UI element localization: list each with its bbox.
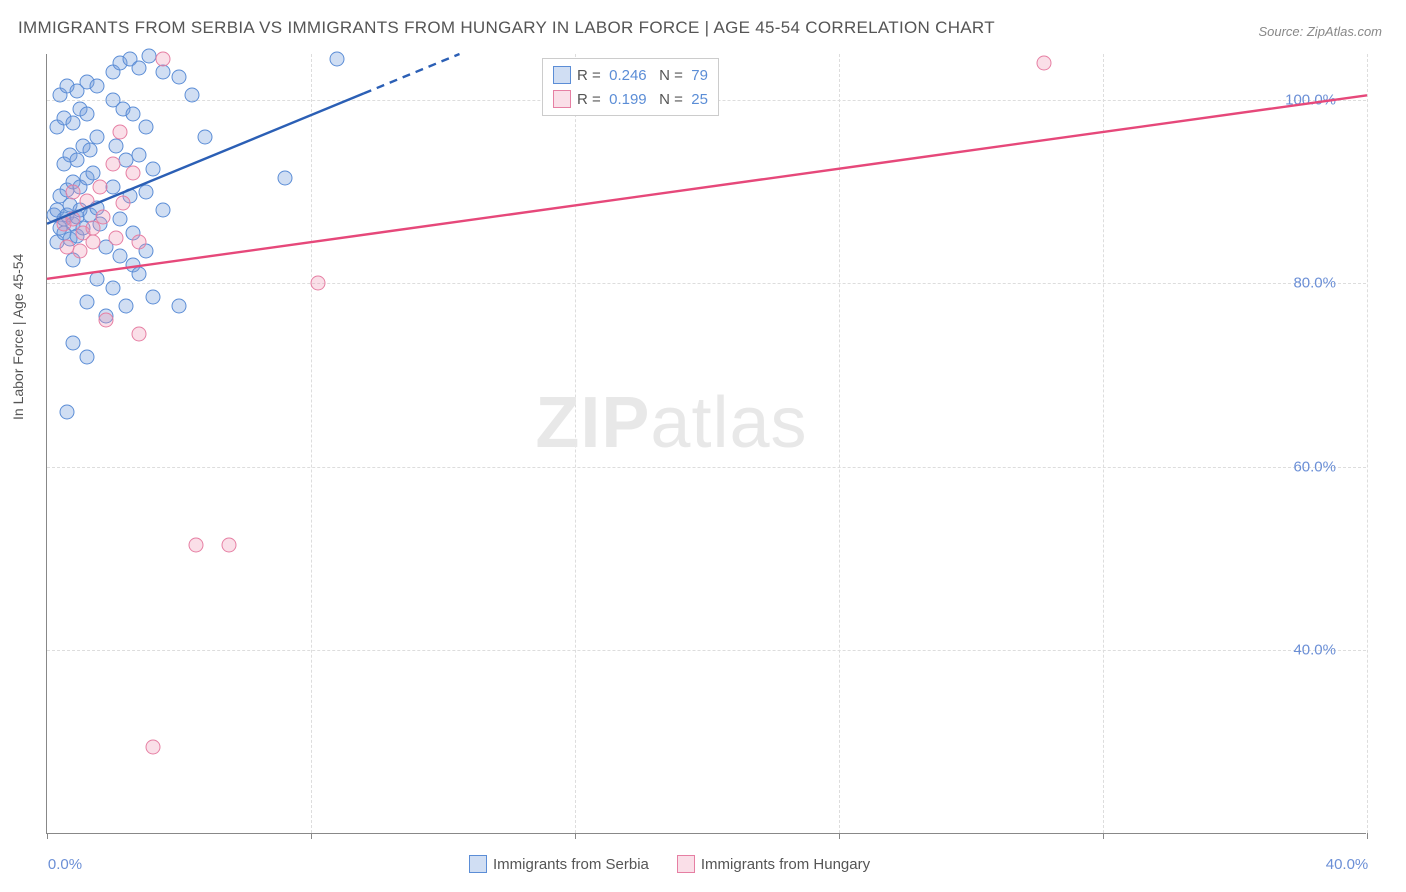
- plot-area: 40.0%60.0%80.0%100.0%0.0%40.0%ZIPatlasR …: [46, 54, 1366, 834]
- legend-swatch: [677, 855, 695, 873]
- x-tick-mark: [47, 833, 48, 839]
- legend-swatch: [553, 90, 571, 108]
- series-legend-item: Immigrants from Hungary: [677, 852, 870, 876]
- correlation-legend-row: R = 0.246 N = 79: [553, 63, 708, 87]
- correlation-legend-row: R = 0.199 N = 25: [553, 87, 708, 111]
- legend-swatch: [469, 855, 487, 873]
- x-tick-mark: [1367, 833, 1368, 839]
- legend-stats: R = 0.199 N = 25: [577, 91, 708, 108]
- series-legend-label: Immigrants from Hungary: [701, 856, 870, 873]
- series-legend-item: Immigrants from Serbia: [469, 852, 649, 876]
- trend-lines: [47, 54, 1366, 833]
- legend-stats: R = 0.246 N = 79: [577, 67, 708, 84]
- x-tick-label: 0.0%: [48, 856, 82, 873]
- correlation-legend: R = 0.246 N = 79 R = 0.199 N = 25: [542, 58, 719, 116]
- x-tick-mark: [1103, 833, 1104, 839]
- gridline-vertical: [1367, 54, 1368, 833]
- source-attribution: Source: ZipAtlas.com: [1258, 24, 1382, 39]
- x-tick-mark: [575, 833, 576, 839]
- series-legend-label: Immigrants from Serbia: [493, 856, 649, 873]
- x-tick-mark: [311, 833, 312, 839]
- series-legend: Immigrants from Serbia Immigrants from Hu…: [469, 852, 870, 876]
- x-tick-mark: [839, 833, 840, 839]
- y-axis-label: In Labor Force | Age 45-54: [10, 254, 26, 420]
- x-tick-label: 40.0%: [1326, 856, 1369, 873]
- chart-title: IMMIGRANTS FROM SERBIA VS IMMIGRANTS FRO…: [18, 18, 995, 38]
- legend-swatch: [553, 66, 571, 84]
